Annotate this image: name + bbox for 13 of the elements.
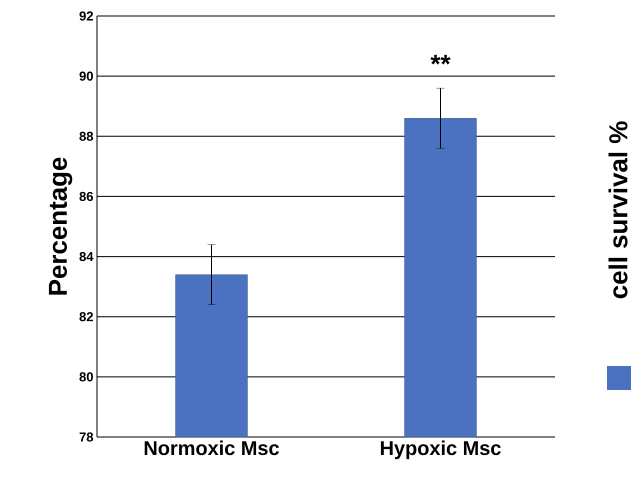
- text: cell survival %: [608, 121, 628, 298]
- x-tick-label: Hypoxic Msc: [380, 440, 501, 460]
- y-tick-label: 86: [79, 192, 94, 202]
- y-tick-label: 82: [79, 312, 93, 322]
- y-tick-label: 88: [79, 132, 94, 141]
- annotation: **: [430, 54, 451, 64]
- x-tick-label: Normoxic Msc: [144, 440, 279, 456]
- y-tick-label: 78: [80, 432, 94, 442]
- y-tick-label: 80: [79, 372, 93, 382]
- y-tick-label: 90: [80, 72, 93, 81]
- y-tick-label: 84: [79, 252, 94, 262]
- y-axis-title: Percentage: [48, 158, 72, 295]
- y-tick-label: 92: [80, 11, 93, 21]
